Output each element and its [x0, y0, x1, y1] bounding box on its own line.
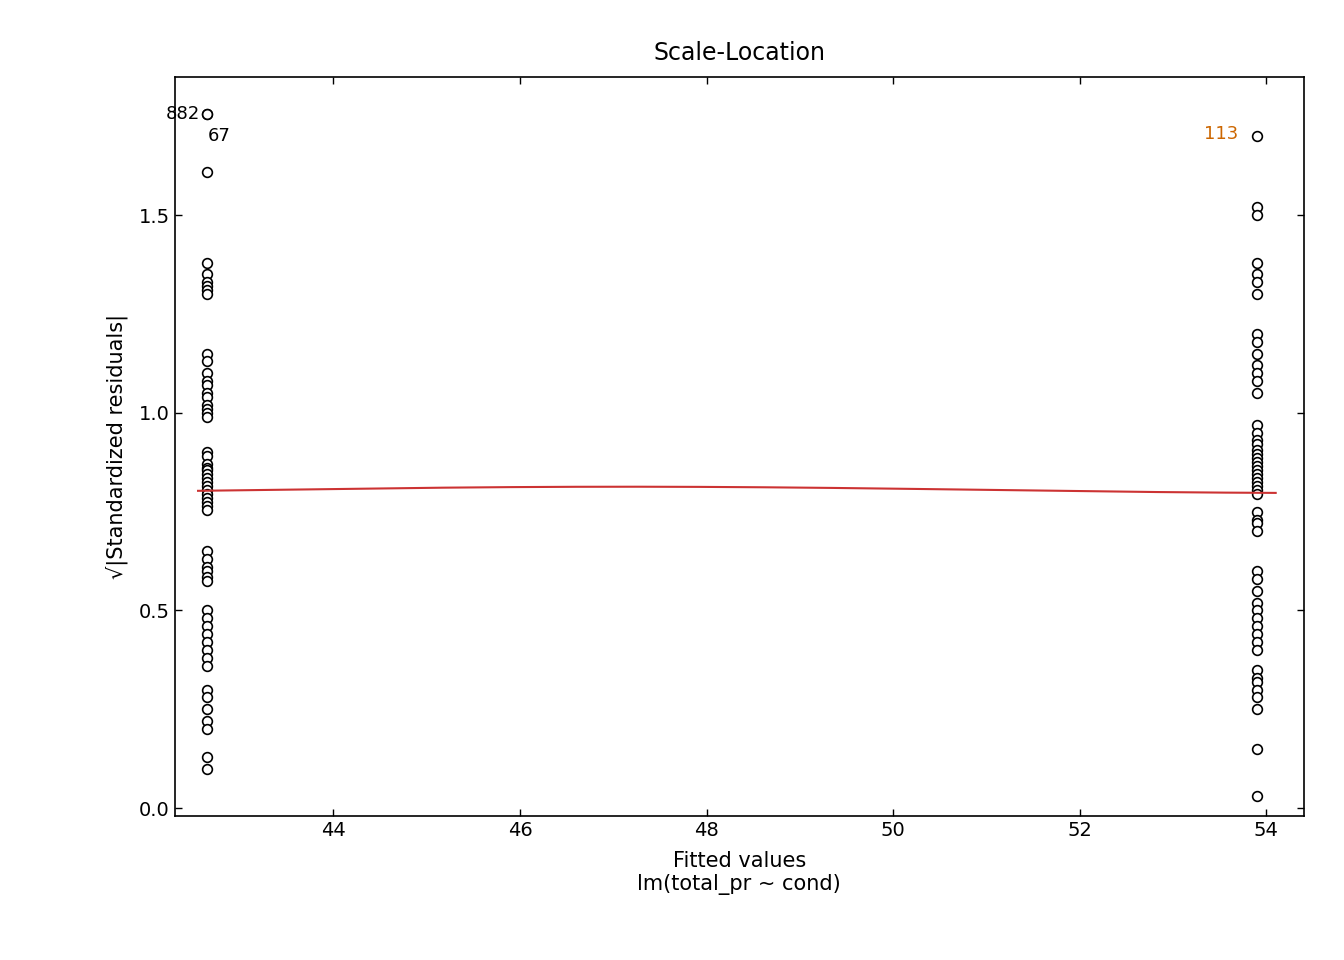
Text: 113: 113 [1204, 125, 1238, 143]
Y-axis label: √|Standardized residuals|: √|Standardized residuals| [105, 314, 128, 579]
Text: 67: 67 [207, 127, 230, 145]
Text: 882: 882 [165, 106, 200, 123]
X-axis label: Fitted values
lm(total_pr ~ cond): Fitted values lm(total_pr ~ cond) [637, 851, 841, 895]
Title: Scale-Location: Scale-Location [653, 41, 825, 65]
